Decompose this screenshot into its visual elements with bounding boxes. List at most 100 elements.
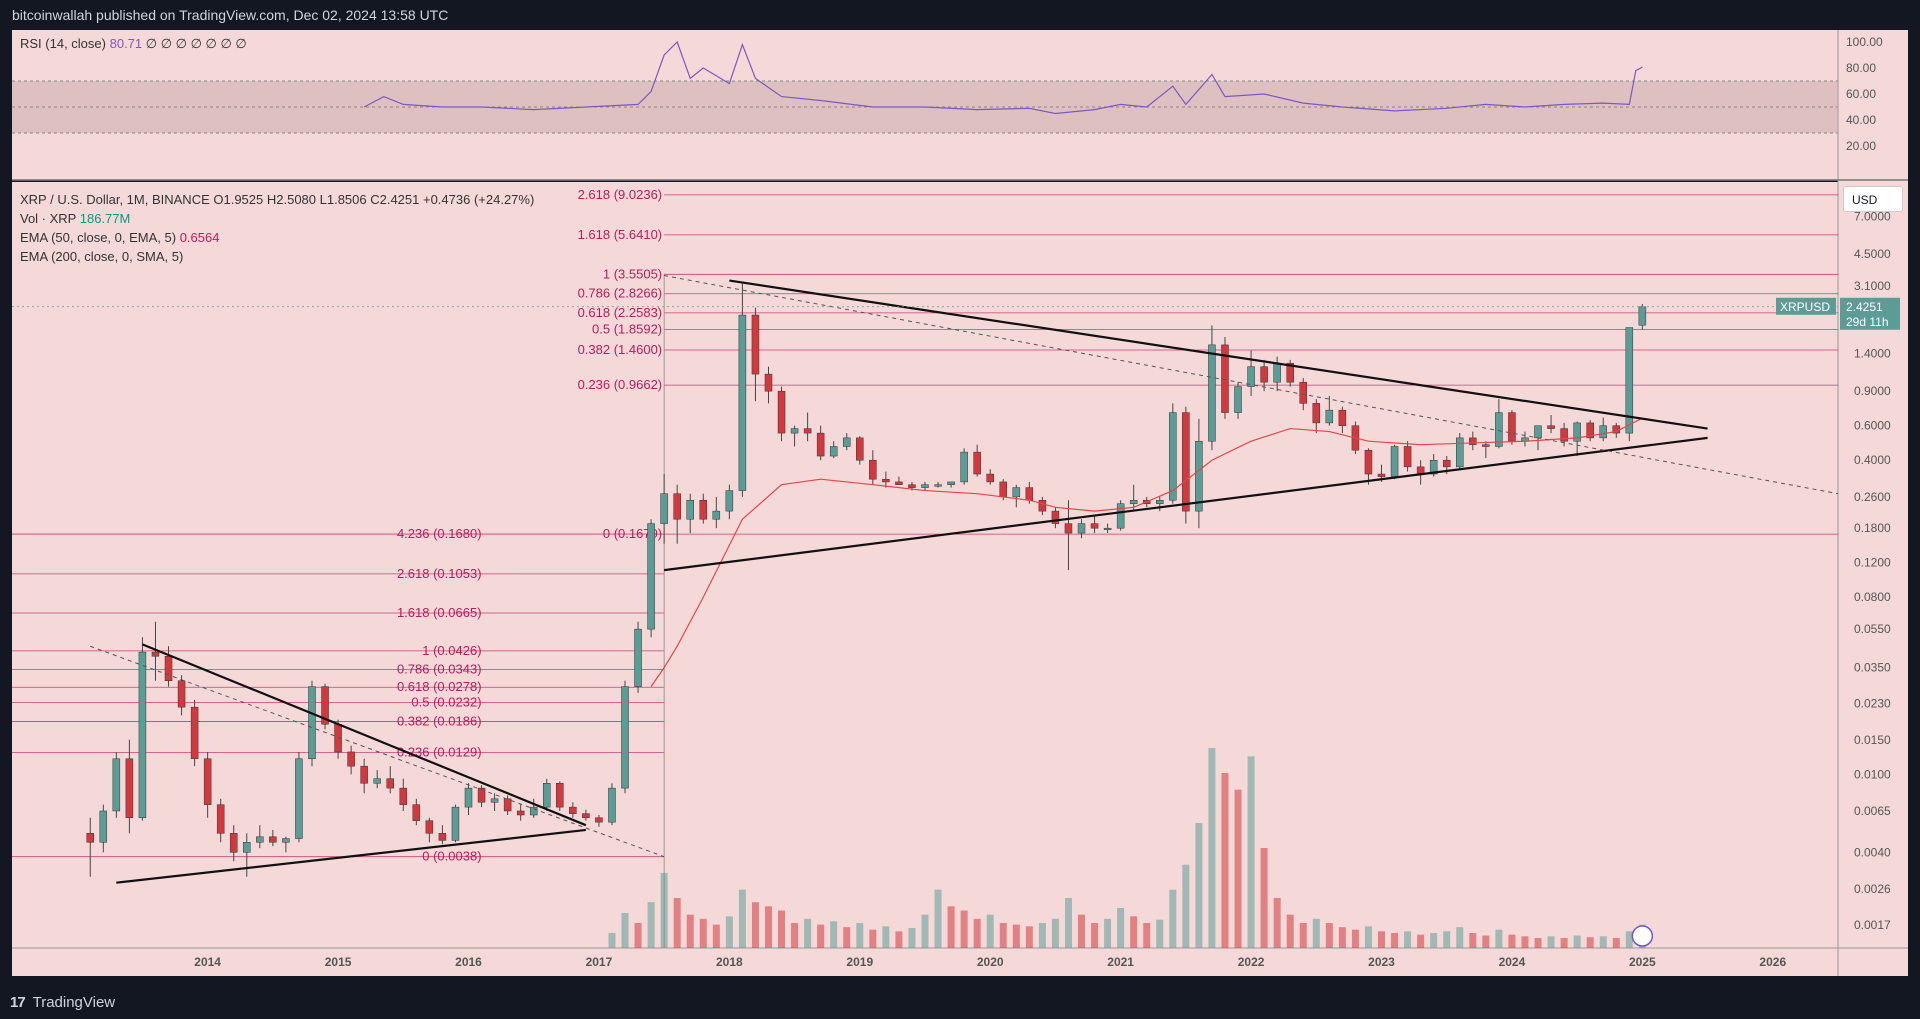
currency-selector[interactable]: USD — [1843, 186, 1903, 212]
compass-icon — [1631, 925, 1654, 947]
candle-body — [1077, 523, 1086, 534]
time-tick-label: 2026 — [1759, 955, 1786, 969]
price-tick-label: 3.1000 — [1854, 279, 1891, 293]
candle-body — [1403, 446, 1412, 468]
fib-new-label: 0.236 (0.9662) — [578, 377, 663, 392]
volume-bar — [699, 918, 707, 948]
candle-body — [803, 428, 812, 434]
volume-bar — [1143, 923, 1151, 948]
volume-bar — [1417, 934, 1425, 948]
volume-bar — [1521, 936, 1529, 948]
fib-new-label: 0.786 (2.8266) — [578, 286, 663, 301]
price-tick-label: 0.0026 — [1854, 882, 1891, 896]
volume-bar — [1573, 935, 1581, 948]
candle-body — [556, 783, 564, 808]
fib-old-label: 0.786 (0.0343) — [397, 661, 482, 676]
candle-body — [1325, 409, 1334, 424]
candle-body — [1508, 412, 1516, 442]
price-tick-label: 4.5000 — [1854, 247, 1891, 261]
ema50-value: 0.6564 — [179, 230, 220, 245]
chart-canvas[interactable]: 100.00 80.00 60.00 40.00 20.00 4.236 (0.1680)… — [12, 30, 1908, 986]
volume-bar — [882, 926, 890, 948]
rsi-tick-label: 60.00 — [1846, 87, 1876, 101]
candle-body — [177, 680, 186, 708]
volume-bar — [1130, 916, 1138, 948]
time-tick-label: 2014 — [194, 955, 221, 969]
candle-body — [99, 810, 108, 843]
volume-bar — [1325, 923, 1333, 948]
footer-brand: 17 TradingView — [0, 986, 1920, 1019]
volume-bar — [908, 928, 916, 948]
ema50-legend: EMA (50, close, 0, EMA, 5) 0.6564 — [20, 230, 219, 245]
candle-body — [216, 804, 225, 834]
price-tick-label: 0.0017 — [1854, 918, 1891, 932]
candle-body — [138, 651, 147, 819]
publish-info: bitcoinwallah published on TradingView.c… — [12, 7, 449, 23]
candle-body — [164, 656, 173, 682]
time-tick-label: 2021 — [1107, 955, 1134, 969]
price-tick-label: 7.0000 — [1854, 210, 1891, 224]
volume-bar — [1547, 936, 1555, 948]
candle-body — [1025, 487, 1034, 501]
candle-body — [582, 813, 590, 819]
ema200-legend: EMA (200, close, 0, SMA, 5) — [20, 249, 184, 264]
candle-body — [308, 686, 316, 760]
volume-bar — [660, 873, 668, 948]
volume-bar — [817, 924, 825, 948]
candle-body — [1560, 428, 1568, 442]
volume-bar — [1234, 789, 1242, 948]
volume-bar — [830, 921, 838, 948]
volume-bar — [804, 918, 812, 948]
volume-bar — [947, 906, 955, 948]
volume-bar — [1443, 931, 1451, 948]
candle-body — [1260, 366, 1268, 383]
candle-body — [229, 833, 238, 853]
volume-bar — [1299, 923, 1307, 948]
volume-bar — [1012, 924, 1020, 948]
candle-body — [1456, 437, 1464, 468]
trendline — [729, 279, 1708, 430]
time-tick-label: 2015 — [325, 955, 352, 969]
price-tag-symbol-bg — [1776, 297, 1836, 315]
fib-old-label: 0.5 (0.0232) — [411, 695, 481, 710]
volume-bar — [1051, 918, 1059, 948]
candle-body — [190, 706, 199, 760]
volume-bar — [686, 914, 694, 948]
price-tag-value: 2.4251 — [1846, 300, 1883, 314]
candle-body — [777, 390, 786, 434]
volume-bar — [986, 914, 994, 948]
volume-bar — [1260, 848, 1268, 948]
candle-body — [1534, 425, 1542, 439]
candle-body — [569, 806, 577, 814]
candle-body — [1208, 344, 1216, 442]
price-tick-label: 0.0040 — [1854, 845, 1891, 859]
ema50-label: EMA (50, close, 0, EMA, 5) — [20, 230, 177, 245]
main-panel-bg — [12, 182, 1838, 948]
volume-bar — [1208, 748, 1216, 948]
fib-old-label: 1 (0.0426) — [422, 643, 481, 658]
candle-body — [1051, 510, 1060, 524]
candle-body — [1090, 523, 1099, 529]
price-tick-label: 0.0550 — [1854, 622, 1891, 636]
candle-body — [738, 314, 747, 491]
candle-body — [1195, 440, 1203, 512]
volume-bar — [634, 923, 642, 948]
price-tick-label: 0.0800 — [1854, 590, 1891, 604]
candle-body — [829, 446, 838, 457]
candle-body — [1169, 412, 1177, 501]
time-tick-label: 2024 — [1499, 955, 1526, 969]
rsi-value: 80.71 — [109, 36, 143, 51]
rsi-tick-label: 80.00 — [1846, 61, 1876, 75]
tradingview-brand: TradingView — [32, 994, 116, 1011]
volume-bar — [856, 923, 864, 948]
candle-body — [386, 778, 394, 789]
rsi-line — [363, 40, 1643, 115]
candle-body — [1429, 459, 1438, 475]
candle-body — [908, 484, 916, 488]
volume-bar — [1286, 914, 1294, 948]
trendline — [664, 436, 1708, 572]
candle-body — [477, 787, 486, 803]
price-tick-label: 0.0100 — [1854, 767, 1891, 781]
candle-body — [1442, 459, 1451, 468]
candle-body — [856, 437, 864, 461]
